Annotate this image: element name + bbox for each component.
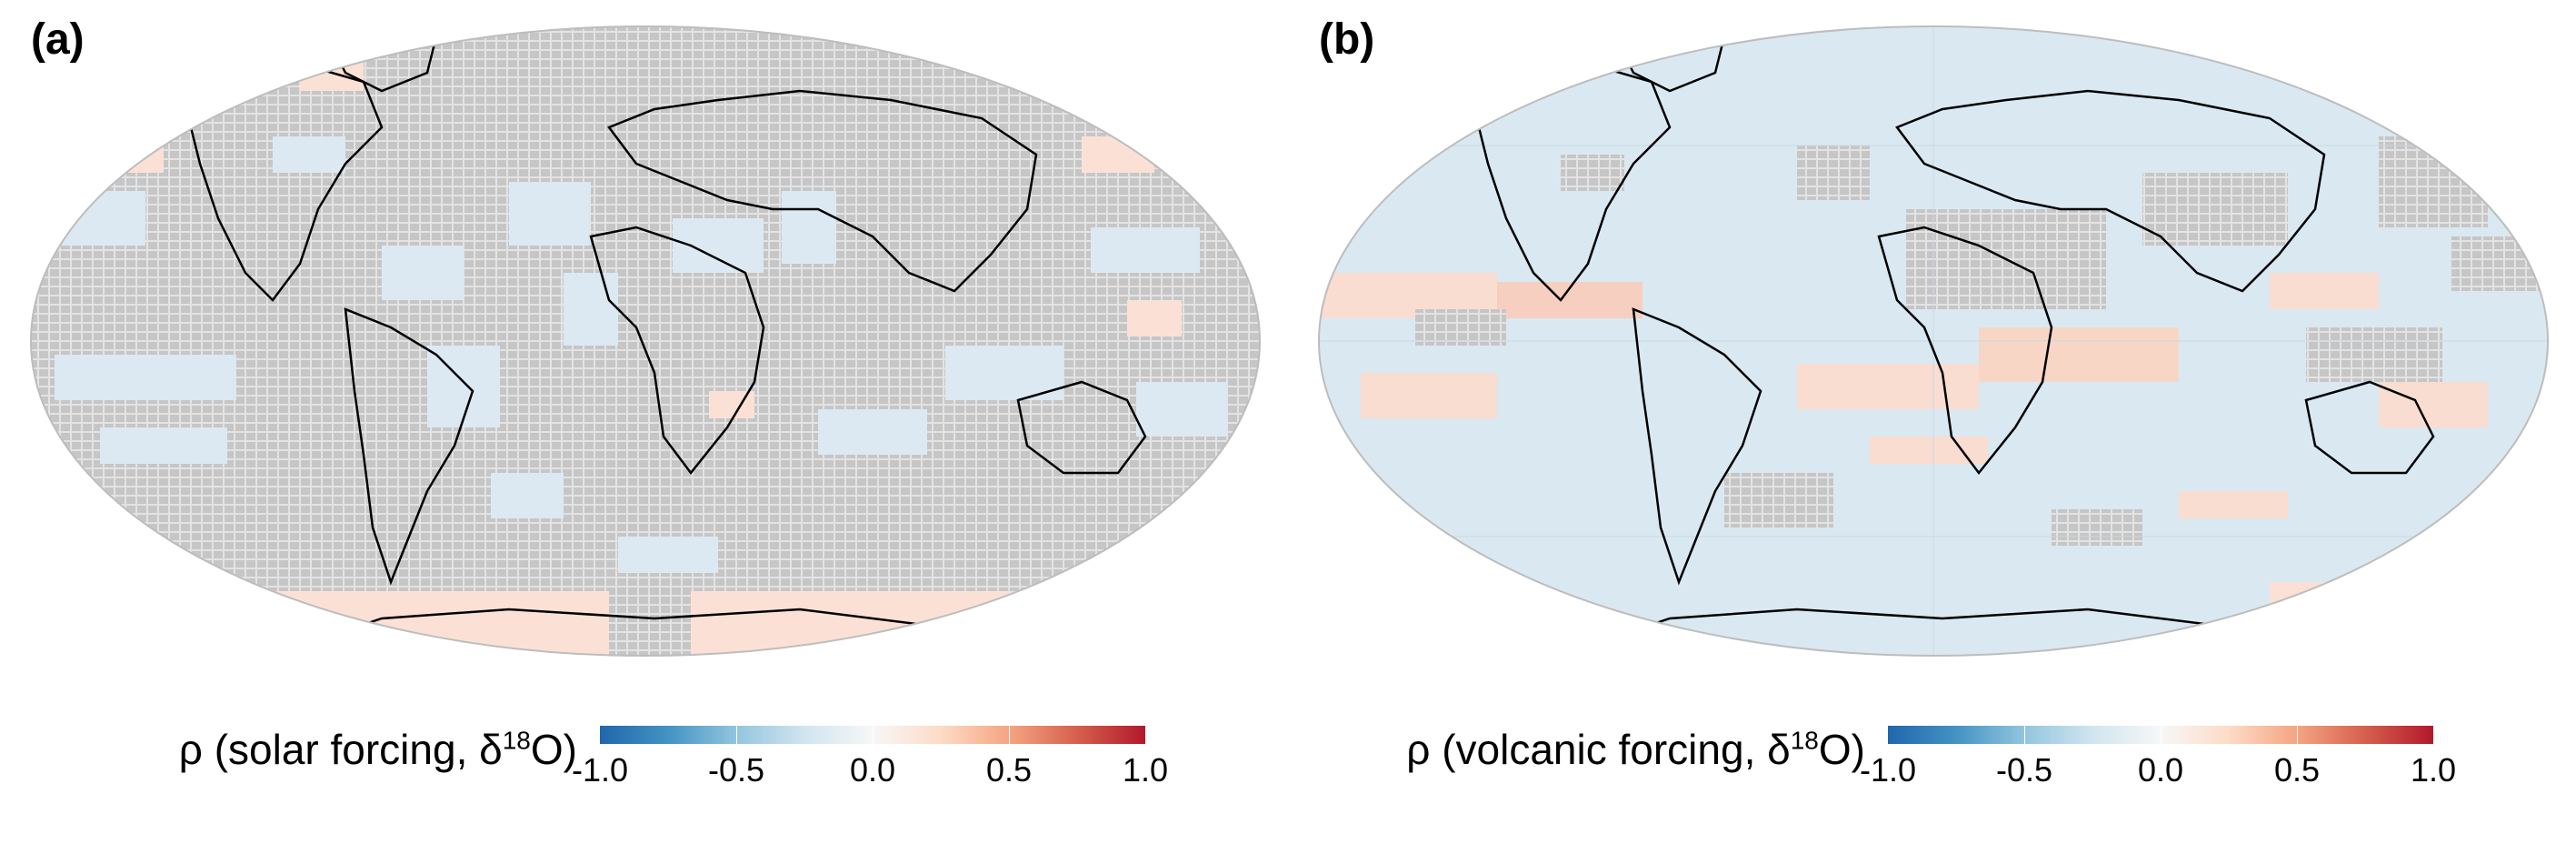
tick-label: 1.0 <box>2410 751 2457 789</box>
tick-mark <box>736 726 737 744</box>
tick-label: 1.0 <box>1122 751 1169 789</box>
colorbar-title: ρ (solar forcing, δ18O) <box>178 726 577 773</box>
map-volcanic-forcing <box>1318 25 2549 657</box>
tick-label: 0.0 <box>2137 751 2184 789</box>
map-frame <box>1318 25 2549 657</box>
panel-b: (b) <box>1288 0 2576 854</box>
tick-label: -0.5 <box>1995 751 2053 789</box>
panel-label: (a) <box>31 15 85 64</box>
tick-mark <box>2161 726 2162 744</box>
panel-a: (a) <box>30 15 1261 811</box>
tick-mark <box>2297 726 2298 744</box>
tick-label: 0.5 <box>2273 751 2321 789</box>
correlation-field <box>36 55 1227 655</box>
tick-label: -1.0 <box>1859 751 1917 789</box>
tick-label: 0.0 <box>849 751 896 789</box>
map-frame <box>30 25 1261 657</box>
tick-mark <box>1009 726 1010 744</box>
tick-mark <box>2024 726 2025 744</box>
tick-mark <box>873 726 874 744</box>
colorbar-title: ρ (volcanic forcing, δ18O) <box>1406 726 1865 773</box>
map-solar-forcing <box>30 25 1261 657</box>
tick-label: -0.5 <box>707 751 765 789</box>
colorbar-legend: ρ (volcanic forcing, δ18O) -1.0 -0.5 0.0… <box>1406 711 2470 811</box>
colorbar-legend: ρ (solar forcing, δ18O) -1.0 -0.5 0.0 0.… <box>136 711 1182 811</box>
tick-label: 0.5 <box>985 751 1033 789</box>
tick-label: -1.0 <box>571 751 629 789</box>
panel-label: (b) <box>1319 15 1375 64</box>
graticule <box>1319 26 2548 656</box>
